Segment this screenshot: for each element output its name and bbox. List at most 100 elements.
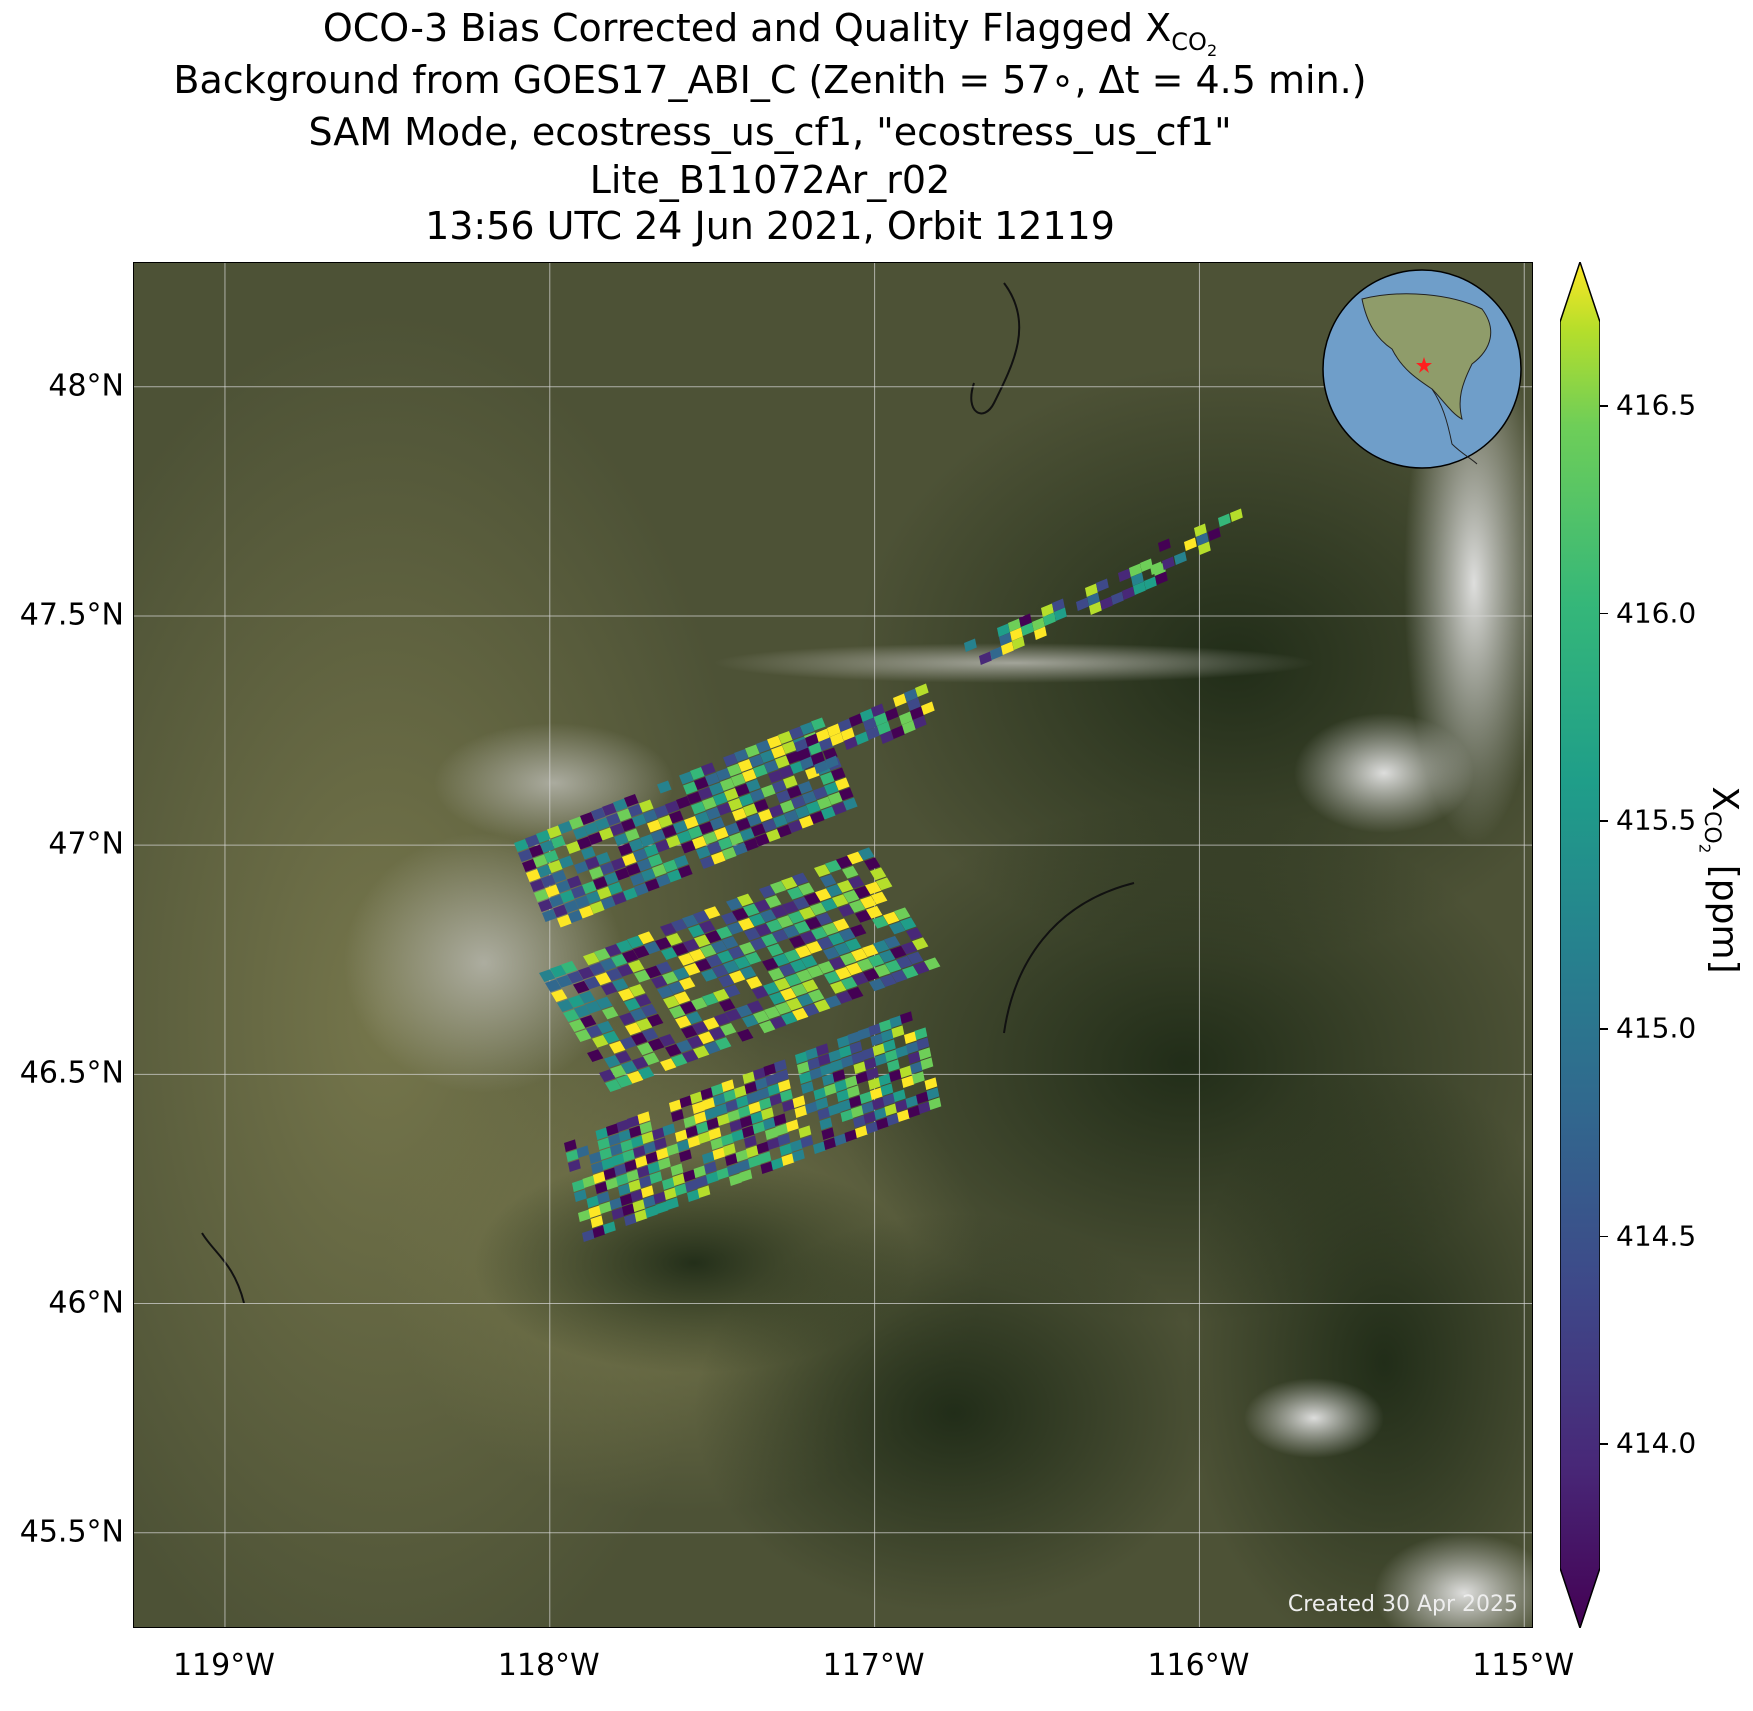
sounding-cell xyxy=(879,950,896,963)
sounding-cell xyxy=(637,1111,651,1124)
sounding-cell xyxy=(601,896,616,910)
sounding-cell xyxy=(725,1008,742,1022)
sounding-cell xyxy=(663,995,680,1009)
sounding-cell xyxy=(617,808,632,822)
sounding-cell xyxy=(702,993,719,1006)
sounding-cell xyxy=(742,768,757,782)
sounding-cell xyxy=(799,815,814,829)
sounding-cell xyxy=(698,786,713,800)
sounding-cell xyxy=(687,1135,701,1148)
sounding-cell xyxy=(585,1000,602,1014)
sounding-cell xyxy=(573,826,588,840)
sounding-cell xyxy=(644,941,661,955)
sounding-cell xyxy=(599,827,614,841)
sounding-cell xyxy=(798,780,813,794)
sounding-cell xyxy=(737,1159,751,1172)
sounding-cell xyxy=(556,975,573,988)
sounding-cell xyxy=(601,982,618,996)
sounding-cell xyxy=(698,1131,711,1144)
sounding-cell xyxy=(551,835,566,849)
sounding-cell xyxy=(597,1137,611,1150)
sounding-cell xyxy=(726,897,743,911)
globe-inset xyxy=(1322,269,1522,469)
sounding-cell xyxy=(705,930,722,944)
sounding-cell xyxy=(897,1109,910,1122)
sounding-cell xyxy=(665,800,680,814)
sounding-cell xyxy=(795,1051,808,1064)
sounding-cell xyxy=(811,926,828,940)
sounding-cell xyxy=(755,923,772,937)
sounding-cell xyxy=(753,764,768,778)
sounding-cell xyxy=(773,1113,787,1126)
sounding-cell xyxy=(602,1006,619,1020)
sounding-cell xyxy=(745,744,760,758)
sounding-cell xyxy=(851,948,868,962)
sounding-cell xyxy=(997,623,1010,637)
sounding-cell xyxy=(675,1015,692,1029)
sounding-cell xyxy=(671,918,688,932)
sounding-cell xyxy=(702,1151,715,1164)
sounding-cell xyxy=(924,1077,938,1090)
sounding-cell xyxy=(690,1091,703,1104)
sounding-cell xyxy=(734,956,751,969)
sounding-cell xyxy=(674,991,691,1005)
sounding-cell xyxy=(698,1031,715,1045)
sounding-cell xyxy=(725,1099,739,1112)
sounding-cell xyxy=(589,866,604,880)
sounding-cell xyxy=(863,1111,877,1124)
sounding-cell xyxy=(674,1183,688,1196)
sounding-cell xyxy=(890,945,907,959)
sounding-cell xyxy=(876,1117,889,1130)
sounding-cell xyxy=(865,1121,879,1134)
sounding-cell xyxy=(772,929,789,943)
sounding-cell xyxy=(1087,592,1100,606)
sounding-cell xyxy=(547,825,562,839)
sounding-cell xyxy=(687,1035,704,1049)
sounding-cell xyxy=(641,1131,655,1144)
sounding-cell xyxy=(662,971,679,985)
x-tick-label: 118°W xyxy=(497,1648,600,1683)
sounding-cell xyxy=(792,872,809,886)
sounding-cell xyxy=(838,904,855,917)
sounding-cell xyxy=(608,881,623,895)
sounding-cell xyxy=(639,1175,652,1188)
sounding-cell xyxy=(1008,618,1021,632)
sounding-cell xyxy=(763,1063,777,1076)
colorbar-tick-label: 415.0 xyxy=(1616,1011,1697,1045)
sounding-cell xyxy=(585,856,600,870)
sounding-cell xyxy=(769,1093,783,1106)
sounding-cell xyxy=(731,1129,745,1142)
sounding-cell xyxy=(617,964,634,977)
sounding-cell xyxy=(873,940,890,953)
sounding-cell xyxy=(926,1087,940,1100)
sounding-cell xyxy=(624,998,641,1011)
sounding-cell xyxy=(990,646,1003,660)
sounding-cell xyxy=(1076,597,1089,611)
sounding-cell xyxy=(678,864,693,878)
sounding-cell xyxy=(789,726,804,740)
sounding-cell xyxy=(597,1191,610,1204)
sounding-cell xyxy=(788,911,805,924)
colorbar-tick-mark xyxy=(1600,1235,1608,1238)
y-tick-label: 47°N xyxy=(48,826,124,862)
sounding-cell xyxy=(795,805,810,819)
sounding-cell xyxy=(822,922,839,936)
sounding-cell xyxy=(574,1005,591,1018)
sounding-cell xyxy=(847,1031,861,1044)
sounding-cell xyxy=(792,1007,809,1021)
sounding-cell xyxy=(603,1167,617,1180)
sounding-cell xyxy=(704,1161,717,1174)
sounding-cell xyxy=(713,1093,726,1106)
sounding-cell xyxy=(729,1119,743,1132)
sounding-cell xyxy=(707,841,722,855)
sounding-cell xyxy=(901,1075,915,1088)
sounding-cell xyxy=(1133,581,1146,595)
sounding-cell xyxy=(832,1069,846,1082)
sounding-cell xyxy=(557,999,574,1012)
sounding-cell xyxy=(1034,626,1047,640)
sounding-cell xyxy=(734,1085,747,1098)
sounding-cell xyxy=(657,780,672,794)
sounding-cell xyxy=(641,1004,658,1017)
sounding-cell xyxy=(889,1069,902,1082)
sounding-cell xyxy=(731,773,746,787)
